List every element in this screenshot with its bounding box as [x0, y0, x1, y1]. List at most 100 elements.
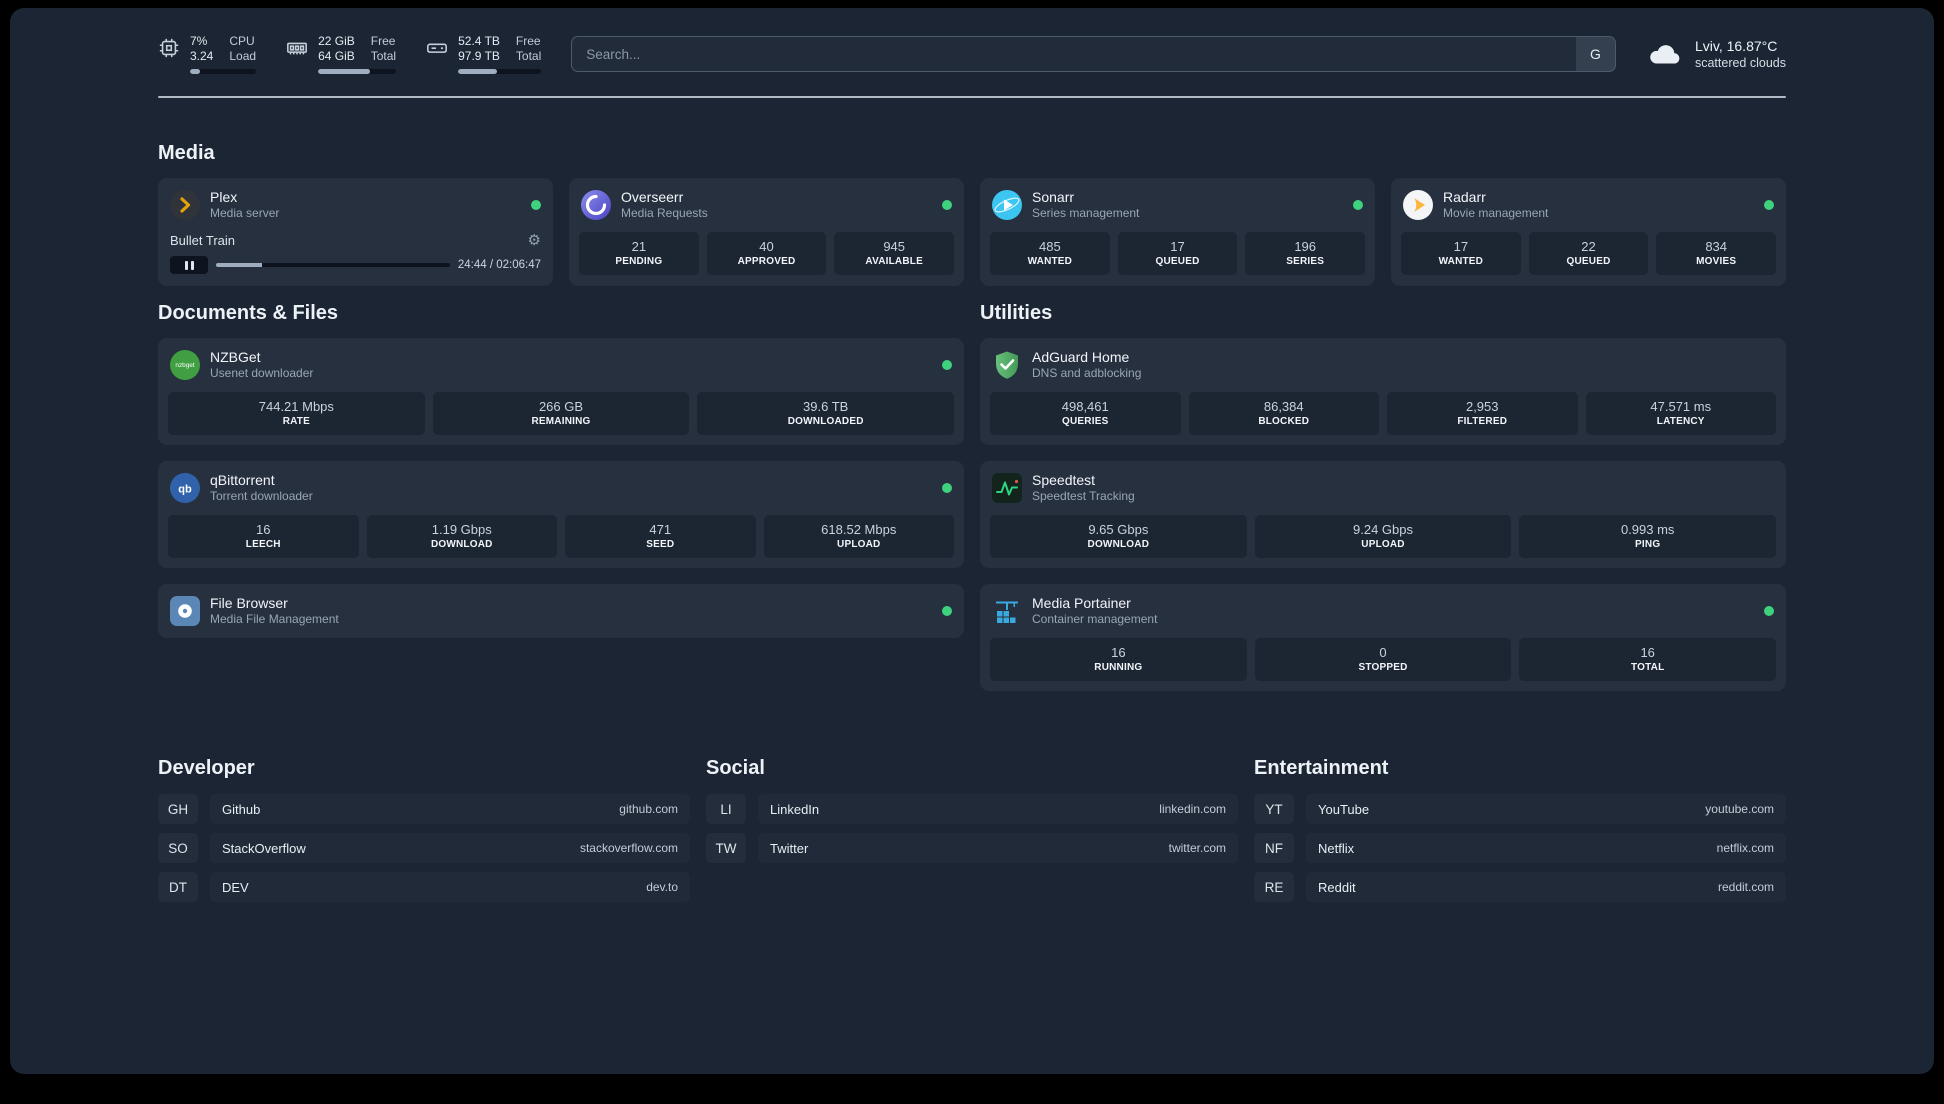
- service-subtitle: Series management: [1032, 206, 1140, 220]
- pause-button[interactable]: [170, 256, 208, 274]
- stat-tile: 266 GB REMAINING: [432, 392, 690, 435]
- stat-tile: 9.65 Gbps DOWNLOAD: [990, 515, 1247, 558]
- hard-drive-icon: [427, 43, 448, 53]
- service-card-radarr[interactable]: Radarr Movie management 17 WANTED 22 QUEUE…: [1391, 178, 1786, 286]
- section-title-social: Social: [706, 757, 765, 779]
- section-title-utilities: Utilities: [980, 302, 1053, 324]
- gear-icon[interactable]: ⚙: [527, 232, 541, 249]
- service-name: qBittorrent: [210, 472, 275, 488]
- svg-text:qb: qb: [178, 484, 192, 496]
- service-name: Speedtest: [1032, 472, 1096, 488]
- bookmark-row: NF Netflix netflix.com: [1254, 833, 1786, 863]
- stat-tile: 16 TOTAL: [1519, 638, 1777, 681]
- cpu-widget: 7% CPU 3.24 Load: [158, 34, 257, 74]
- section-title-media: Media: [158, 142, 215, 164]
- playback-time: 24:44 / 02:06:47: [457, 259, 541, 271]
- service-subtitle: Speedtest Tracking: [1032, 489, 1135, 503]
- bookmark-link-dev[interactable]: DEV dev.to: [210, 872, 690, 902]
- service-subtitle: DNS and adblocking: [1032, 366, 1142, 380]
- bookmark-row: LI LinkedIn linkedin.com: [706, 794, 1238, 824]
- service-card-portainer[interactable]: Media Portainer Container management 16 R…: [980, 584, 1786, 691]
- memory-free-label: Free: [370, 34, 396, 48]
- status-dot: [942, 483, 952, 493]
- search-bar: G: [571, 36, 1616, 72]
- stat-tile: 0 STOPPED: [1254, 638, 1512, 681]
- bookmark-abbr: LI: [706, 794, 746, 824]
- service-subtitle: Media Requests: [621, 206, 708, 220]
- cloud-icon: [1650, 45, 1680, 64]
- section-title-entertainment: Entertainment: [1254, 757, 1389, 779]
- bookmarks-entertainment: Entertainment YT YouTube youtube.com NF …: [1254, 757, 1786, 911]
- bookmark-row: SO StackOverflow stackoverflow.com: [158, 833, 690, 863]
- sonarr-icon: [992, 190, 1022, 220]
- stat-tile: 21 PENDING: [579, 232, 699, 275]
- cpu-load-label: Load: [229, 49, 257, 63]
- top-bar: 7% CPU 3.24 Load 22 GiB: [158, 34, 1786, 74]
- radarr-icon: [1403, 190, 1433, 220]
- bookmark-abbr: SO: [158, 833, 198, 863]
- service-card-plex[interactable]: Plex Media server Bullet Train ⚙ 24:44 /…: [158, 178, 553, 286]
- utilities-column: Utilities AdGuard Home DNS and adblockin…: [980, 286, 1786, 707]
- portainer-icon: [996, 601, 1018, 623]
- memory-progress-bar: [318, 69, 397, 74]
- service-card-adguard[interactable]: AdGuard Home DNS and adblocking 498,461 Q…: [980, 338, 1786, 445]
- bookmarks-section: Developer GH Github github.com SO StackO…: [158, 757, 1786, 911]
- service-card-filebrowser[interactable]: File Browser Media File Management: [158, 584, 964, 638]
- playback-progress-bar[interactable]: [216, 263, 450, 267]
- service-card-speedtest[interactable]: Speedtest Speedtest Tracking 9.65 Gbps DO…: [980, 461, 1786, 568]
- stat-tile: 86,384 BLOCKED: [1188, 392, 1379, 435]
- bookmark-link-github[interactable]: Github github.com: [210, 794, 690, 824]
- search-input[interactable]: [571, 36, 1576, 72]
- status-dot: [942, 606, 952, 616]
- disk-total-label: Total: [515, 49, 542, 63]
- service-subtitle: Media server: [210, 206, 280, 220]
- bookmark-abbr: GH: [158, 794, 198, 824]
- resource-widgets: 7% CPU 3.24 Load 22 GiB: [158, 34, 542, 74]
- cpu-progress-bar: [190, 69, 257, 74]
- qbittorrent-icon: qb: [170, 473, 200, 503]
- service-subtitle: Usenet downloader: [210, 366, 314, 380]
- service-card-nzbget[interactable]: nzbget NZBGet Usenet downloader 744.21 M…: [158, 338, 964, 445]
- service-subtitle: Container management: [1032, 612, 1158, 626]
- bookmark-abbr: DT: [158, 872, 198, 902]
- service-name: Overseerr: [621, 189, 684, 205]
- cpu-load-value: 3.24: [190, 49, 214, 63]
- stat-tile: 1.19 Gbps DOWNLOAD: [366, 515, 557, 558]
- disk-free-value: 52.4 TB: [458, 34, 500, 48]
- stat-tile: 16 LEECH: [168, 515, 359, 558]
- service-subtitle: Movie management: [1443, 206, 1549, 220]
- service-card-overseerr[interactable]: Overseerr Media Requests 21 PENDING 40 APP…: [569, 178, 964, 286]
- bookmark-link-twitter[interactable]: Twitter twitter.com: [758, 833, 1238, 863]
- adguard-icon: [996, 351, 1018, 379]
- memory-widget: 22 GiB Free 64 GiB Total: [286, 34, 397, 74]
- speedtest-icon: [992, 473, 1022, 503]
- bookmark-link-stackoverflow[interactable]: StackOverflow stackoverflow.com: [210, 833, 690, 863]
- bookmark-row: GH Github github.com: [158, 794, 690, 824]
- documents-column: Documents & Files nzbget NZBGet Usenet d…: [158, 286, 964, 654]
- bookmarks-developer: Developer GH Github github.com SO StackO…: [158, 757, 690, 911]
- service-card-sonarr[interactable]: Sonarr Series management 485 WANTED 17 QUE…: [980, 178, 1375, 286]
- stat-tile: 945 AVAILABLE: [834, 232, 955, 275]
- search-provider-button[interactable]: G: [1575, 36, 1616, 72]
- media-grid: Plex Media server Bullet Train ⚙ 24:44 /…: [158, 178, 1786, 286]
- memory-total-value: 64 GiB: [318, 49, 355, 63]
- bookmark-link-linkedin[interactable]: LinkedIn linkedin.com: [758, 794, 1238, 824]
- service-name: NZBGet: [210, 349, 261, 365]
- bookmark-abbr: TW: [706, 833, 746, 863]
- stat-tile: 47.571 ms LATENCY: [1585, 392, 1776, 435]
- service-name: Sonarr: [1032, 189, 1075, 205]
- bookmark-link-reddit[interactable]: Reddit reddit.com: [1306, 872, 1786, 902]
- disk-progress-bar: [458, 69, 542, 74]
- status-dot: [942, 360, 952, 370]
- service-name: Media Portainer: [1032, 595, 1131, 611]
- bookmark-link-netflix[interactable]: Netflix netflix.com: [1306, 833, 1786, 863]
- stat-tile: 39.6 TB DOWNLOADED: [697, 392, 955, 435]
- overseerr-icon: [581, 190, 611, 220]
- bookmark-row: RE Reddit reddit.com: [1254, 872, 1786, 902]
- bookmark-link-youtube[interactable]: YouTube youtube.com: [1306, 794, 1786, 824]
- service-card-qbittorrent[interactable]: qb qBittorrent Torrent downloader 16 LEEC…: [158, 461, 964, 568]
- stat-tile: 17 WANTED: [1401, 232, 1521, 275]
- weather-condition: scattered clouds: [1694, 56, 1786, 70]
- stat-tile: 471 SEED: [565, 515, 756, 558]
- svg-text:nzbget: nzbget: [175, 362, 194, 369]
